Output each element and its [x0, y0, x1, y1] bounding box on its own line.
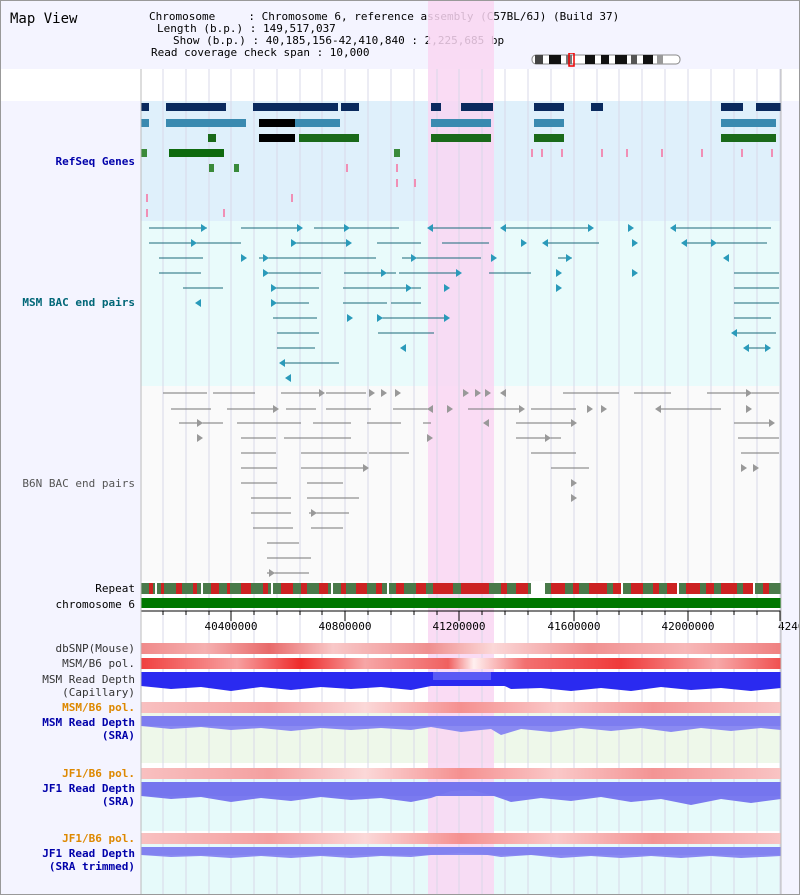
track-label-refseq: RefSeq Genes [56, 155, 135, 168]
axis-tick-label: 40400000 [205, 620, 258, 633]
axis-tick-label: 42000000 [662, 620, 715, 633]
track-label-msm-bac: MSM BAC end pairs [22, 296, 135, 309]
track-label-repeat: Repeat [95, 582, 135, 595]
info-length: Length (b.p.) : 149,517,037 [157, 22, 336, 35]
msm-pol-heatmap[interactable] [141, 658, 781, 669]
track-label-msm-depth-cap: MSM Read Depth [42, 673, 135, 686]
axis-tick-label: 41600000 [548, 620, 601, 633]
chromosome-ideogram[interactable] [531, 53, 683, 67]
track-label-chromosome: chromosome 6 [56, 598, 135, 611]
jf1-pol-heatmap-2[interactable] [141, 833, 781, 844]
track-label-jf1-pol-2: JF1/B6 pol. [62, 832, 135, 845]
refseq-genes[interactable] [141, 103, 781, 217]
ideogram-position-marker [568, 53, 575, 67]
track-label-msm-pol: MSM/B6 pol. [62, 657, 135, 670]
chromosome-bar[interactable] [141, 598, 781, 608]
track-label-dbsnp: dbSNP(Mouse) [56, 642, 135, 655]
dbsnp-heatmap[interactable] [141, 643, 781, 654]
page-title: Map View [10, 11, 78, 27]
track-label-msm-depth-sra-sub: (SRA) [102, 729, 135, 742]
jf1-depth-sra[interactable] [141, 782, 781, 805]
track-label-msm-pol-2: MSM/B6 pol. [62, 701, 135, 714]
msm-bac-ends[interactable] [191, 224, 771, 382]
axis-tick-label: 41200000 [433, 620, 486, 633]
repeat-track[interactable] [141, 583, 781, 594]
msm-depth-sra[interactable] [141, 716, 781, 735]
track-label-b6n-bac: B6N BAC end pairs [22, 477, 135, 490]
jf1-pol-heatmap[interactable] [141, 768, 781, 779]
msm-depth-capillary[interactable] [141, 672, 781, 691]
track-label-msm-depth-cap-sub: (Capillary) [62, 686, 135, 699]
track-label-jf1-pol: JF1/B6 pol. [62, 767, 135, 780]
position-axis: 40400000 40800000 41200000 41600000 4200… [140, 610, 800, 633]
track-label-jf1-depth: JF1 Read Depth [42, 782, 135, 795]
info-read-coverage: Read coverage check span : 10,000 [151, 46, 370, 59]
track-label-jf1-depth-trimmed-sub: (SRA trimmed) [49, 860, 135, 873]
axis-tick-label: 4240 [778, 620, 800, 633]
grid-lines [162, 69, 781, 894]
chromosome-info: Chromosome : Chromosome 6, reference ass… [149, 11, 619, 59]
msm-pol-heatmap-2[interactable] [141, 702, 781, 713]
track-label-jf1-depth-sub: (SRA) [102, 795, 135, 808]
track-label-jf1-depth-trimmed: JF1 Read Depth [42, 847, 135, 860]
axis-tick-label: 40800000 [319, 620, 372, 633]
jf1-depth-sra-trimmed[interactable] [141, 847, 781, 858]
highlight-region [428, 1, 494, 894]
b6n-bac-ends[interactable] [197, 389, 775, 577]
track-label-msm-depth-sra: MSM Read Depth [42, 716, 135, 729]
